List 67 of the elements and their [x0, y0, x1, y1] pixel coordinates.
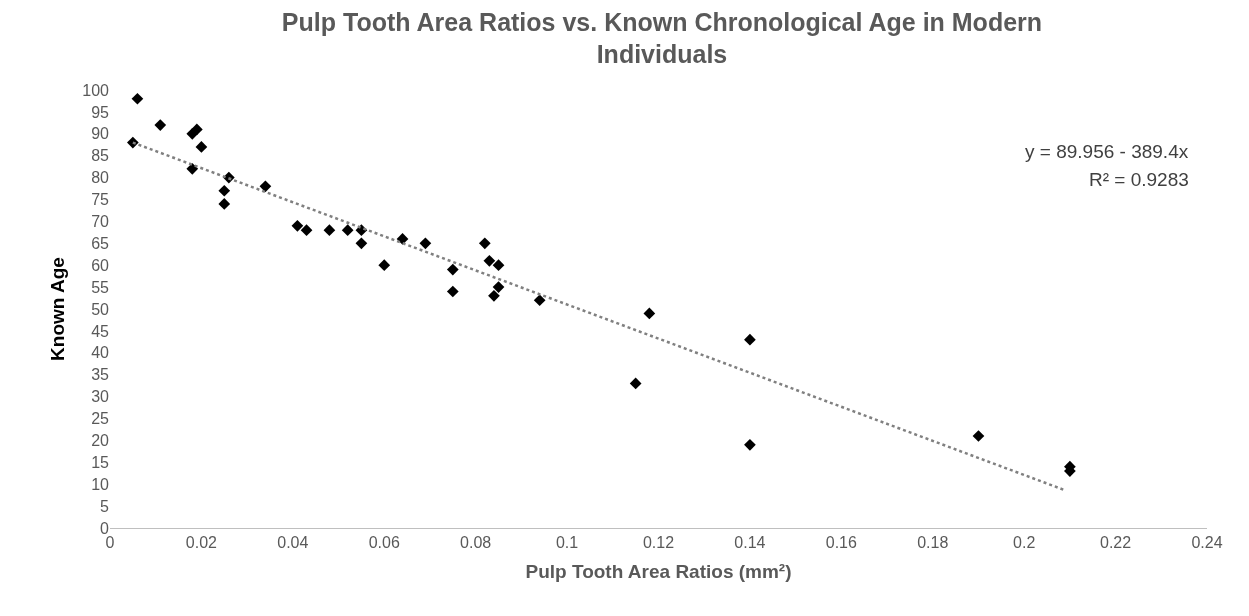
x-tick-label: 0.18 — [917, 534, 949, 552]
point — [488, 290, 500, 302]
x-tick-label: 0.04 — [277, 534, 309, 552]
point — [478, 237, 491, 250]
x-tick-label: 0.06 — [368, 534, 400, 552]
x-tick-label: 0.2 — [1013, 534, 1036, 552]
point — [446, 263, 459, 276]
x-tick-label: 0.12 — [642, 534, 675, 552]
point — [378, 259, 391, 272]
y-tick-label: 45 — [91, 322, 110, 340]
point — [323, 224, 336, 237]
y-tick-label: 20 — [91, 432, 110, 449]
y-axis-title: Known Age — [47, 257, 69, 361]
x-axis-title: Pulp Tooth Area Ratios (mm²) — [525, 561, 792, 582]
point — [643, 307, 656, 320]
point — [131, 92, 144, 105]
annotation: y = 89.956 - 389.4x — [1025, 141, 1189, 162]
y-tick-label: 5 — [100, 497, 110, 515]
y-tick-label: 35 — [91, 366, 110, 384]
point — [492, 259, 505, 272]
point — [972, 430, 985, 442]
x-tick-label: 0.14 — [734, 534, 766, 552]
point — [744, 438, 756, 451]
point — [259, 180, 272, 193]
y-tick-label: 25 — [91, 410, 110, 428]
x-tick-label: 0.24 — [1191, 534, 1223, 552]
point — [355, 237, 368, 250]
y-tick-label: 40 — [91, 344, 110, 362]
point — [533, 294, 546, 307]
y-tick-label: 55 — [91, 278, 110, 296]
point — [419, 237, 432, 250]
y-tick-label: 15 — [91, 453, 110, 471]
point — [396, 233, 409, 245]
point — [300, 224, 313, 237]
y-tick-label: 70 — [91, 213, 110, 230]
point — [154, 119, 167, 131]
point — [191, 123, 203, 136]
x-tick-label: 0.16 — [825, 534, 857, 552]
y-tick-label: 65 — [91, 234, 110, 252]
y-tick-label: 90 — [91, 125, 110, 143]
y-tick-label: 100 — [82, 81, 110, 99]
y-tick-label: 95 — [91, 103, 110, 121]
point — [629, 377, 642, 390]
y-tick-label: 80 — [91, 169, 110, 187]
point — [483, 254, 496, 267]
point — [341, 224, 354, 237]
y-tick-label: 0 — [100, 519, 110, 537]
point — [186, 162, 199, 175]
y-tick-label: 75 — [91, 191, 110, 209]
y-tick-label: 85 — [91, 147, 110, 165]
y-tick-label: 50 — [91, 300, 110, 318]
point — [218, 198, 231, 210]
x-tick-label: 0.1 — [555, 534, 579, 552]
point — [744, 333, 756, 346]
x-tick-label: 0.22 — [1100, 534, 1132, 552]
point — [291, 219, 304, 232]
point — [446, 285, 459, 298]
y-tick-label: 60 — [91, 256, 110, 274]
x-tick-label: 0.02 — [185, 534, 218, 552]
chart-title: Pulp Tooth Area Ratios vs. Known Chronological Age in Modern Individuals — [281, 7, 1043, 69]
y-tick-label: 30 — [91, 388, 110, 406]
point — [195, 141, 208, 153]
point — [492, 281, 505, 293]
y-tick-label: 10 — [91, 475, 110, 493]
point — [218, 184, 231, 197]
x-tick-label: 0.08 — [460, 534, 492, 552]
annotation: R² = 0.9283 — [1089, 169, 1189, 190]
